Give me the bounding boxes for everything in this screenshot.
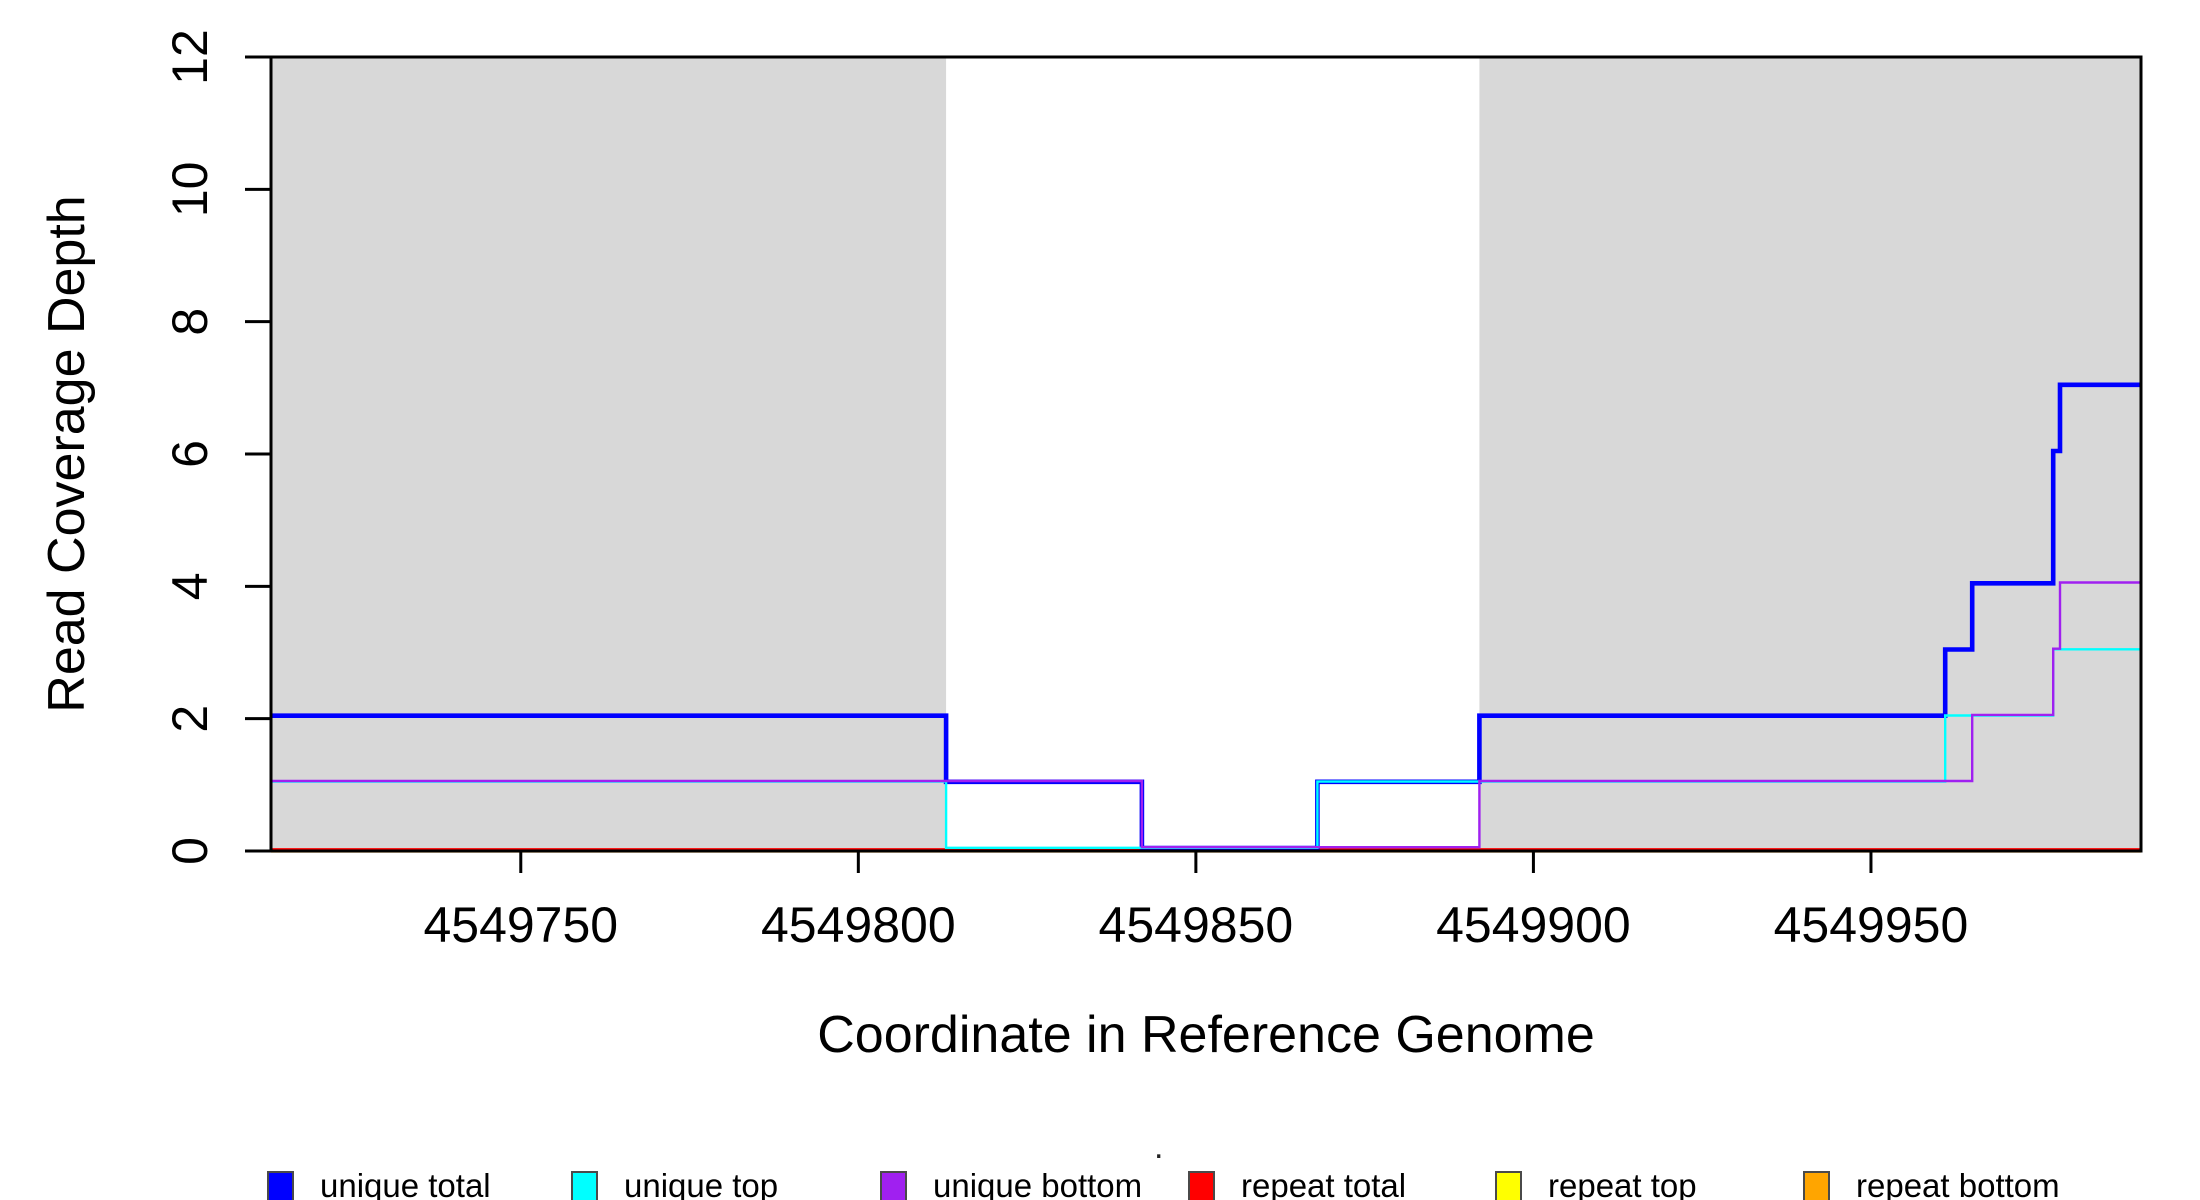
title-dot: . [1154,1128,1164,1166]
series-line-unique-bottom [271,581,2141,849]
y-axis-title: Read Coverage Depth [38,195,96,712]
y-tick-label-3: 6 [162,440,218,468]
shaded-unique-regions [271,57,2141,851]
x-tick-label-3: 4549900 [1436,897,1631,953]
x-tick-label-0: 4549750 [423,897,618,953]
y-tick-label-5: 10 [162,162,218,218]
x-axis-title: Coordinate in Reference Genome [817,1006,1595,1064]
x-tick-label-1: 4549800 [761,897,956,953]
x-tick-label-2: 4549850 [1099,897,1294,953]
shaded-region-2 [1479,57,2141,851]
y-tick-label-1: 2 [162,705,218,733]
y-tick-label-6: 12 [162,29,218,85]
y-tick-label-4: 8 [162,308,218,336]
plot-frame-and-axes [245,55,2143,873]
axis-tick-labels: 4549750 4549800 4549850 4549900 4549950 0 2 4 6 8… [162,29,1968,953]
y-tick-label-2: 4 [162,572,218,600]
shaded-region-1 [271,57,947,851]
x-tick-label-4: 4549950 [1774,897,1969,953]
y-tick-label-0: 0 [162,837,218,865]
